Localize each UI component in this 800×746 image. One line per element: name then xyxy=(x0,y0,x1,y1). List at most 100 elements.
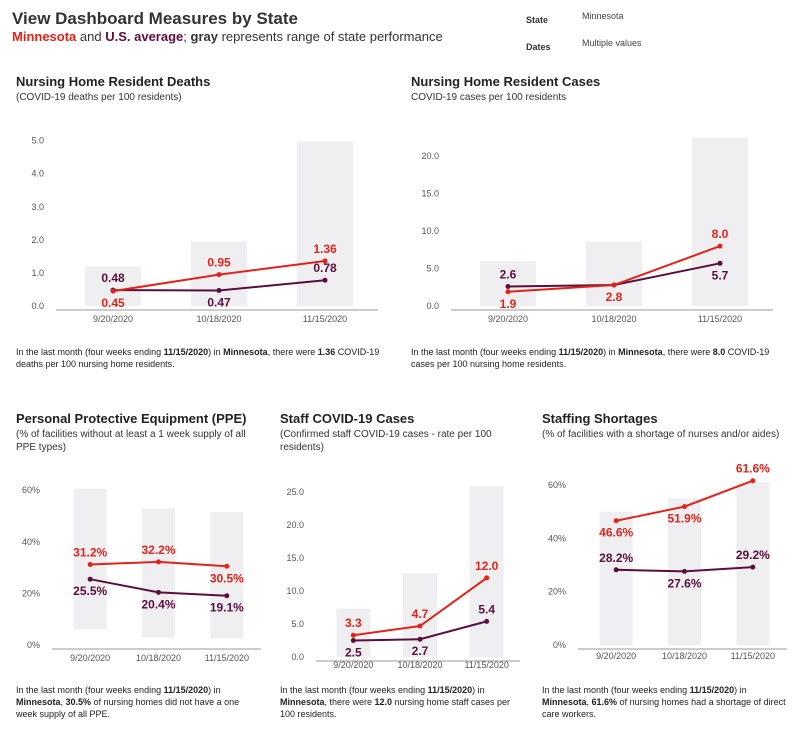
subtitle-semicolon: ; xyxy=(183,29,191,44)
minnesota-value-label: 2.8 xyxy=(606,290,623,304)
minnesota-point xyxy=(350,632,356,638)
us-average-value-label: 0.48 xyxy=(101,271,125,285)
y-tick-label: 40% xyxy=(548,533,566,543)
deaths-summary: In the last month (four weeks ending 11/… xyxy=(16,347,380,369)
state-filter-value[interactable]: Minnesota xyxy=(582,11,624,21)
minnesota-point xyxy=(417,623,423,629)
range-bar xyxy=(469,486,504,657)
ppe-chart: 0% 20% 40% 60% 9/20/2020 10/18/2020 11/15/2020… xyxy=(22,485,261,663)
us-average-value-label: 0.78 xyxy=(313,261,337,275)
staff-summary: In the last month (four weeks ending 11/… xyxy=(280,685,510,719)
staff-chart: 0.0 5.0 10.0 15.0 20.0 25.0 9/20/2020 10/18/202… xyxy=(286,486,520,670)
us-average-value-label: 19.1% xyxy=(210,601,244,615)
minnesota-point xyxy=(87,561,93,567)
ppe-panel: Personal Protective Equipment (PPE) (% o… xyxy=(16,411,266,741)
us-average-point xyxy=(613,567,619,573)
x-tick-label: 11/15/2020 xyxy=(303,314,347,324)
minnesota-point xyxy=(611,282,617,288)
y-tick-label: 15.0 xyxy=(286,553,304,563)
y-tick-label: 0% xyxy=(553,640,566,650)
range-bar xyxy=(73,488,107,630)
minnesota-value-label: 30.5% xyxy=(210,571,244,585)
cases-subtitle-line-1: COVID-19 cases per 100 residents xyxy=(411,92,567,103)
range-bar xyxy=(692,137,748,306)
us-average-point xyxy=(322,277,328,283)
ppe-subtitle-line-1: (% of facilities without at least a 1 we… xyxy=(16,429,246,440)
subtitle-rest: represents range of state performance xyxy=(217,29,443,44)
range-bar xyxy=(736,482,770,645)
x-tick-label: 11/15/2020 xyxy=(464,660,508,670)
range-bar xyxy=(210,512,244,639)
range-bar xyxy=(586,241,642,306)
x-tick-label: 10/18/2020 xyxy=(136,653,181,663)
deaths-chart: 0.0 1.0 2.0 3.0 4.0 5.0 9/20/2020 10/18/2020 11/… xyxy=(31,136,378,324)
us-average-value-label: 20.4% xyxy=(141,597,175,611)
minnesota-value-label: 12.0 xyxy=(475,559,499,573)
range-bar xyxy=(142,508,175,638)
shortage-title: Staffing Shortages xyxy=(542,411,658,426)
y-tick-label: 20.0 xyxy=(421,151,439,161)
y-tick-label: 0.0 xyxy=(31,301,44,311)
minnesota-value-label: 3.3 xyxy=(345,616,362,630)
minnesota-point xyxy=(682,504,687,510)
subtitle-us-average: U.S. average xyxy=(105,29,184,44)
minnesota-value-label: 0.45 xyxy=(101,296,125,310)
subtitle-gray: gray xyxy=(190,29,218,44)
minnesota-point xyxy=(216,272,222,278)
minnesota-value-label: 1.36 xyxy=(313,242,337,256)
minnesota-value-label: 4.7 xyxy=(412,607,429,621)
shortage-panel: Staffing Shortages (% of facilities with… xyxy=(542,411,792,741)
range-bar xyxy=(403,573,437,657)
x-tick-label: 11/15/2020 xyxy=(205,653,249,663)
x-tick-label: 11/15/2020 xyxy=(731,651,775,661)
minnesota-point xyxy=(484,575,490,581)
staff-panel: Staff COVID-19 Cases (Confirmed staff CO… xyxy=(280,411,525,741)
us-average-point xyxy=(750,564,756,570)
x-tick-label: 9/20/2020 xyxy=(488,314,528,324)
us-average-point xyxy=(216,287,222,293)
minnesota-point xyxy=(224,563,230,569)
us-average-value-label: 0.47 xyxy=(207,295,231,309)
deaths-panel: Nursing Home Resident Deaths (COVID-19 d… xyxy=(16,74,388,374)
x-tick-label: 9/20/2020 xyxy=(93,314,133,324)
deaths-title: Nursing Home Resident Deaths xyxy=(16,74,211,89)
cases-summary: In the last month (four weeks ending 11/… xyxy=(411,347,770,369)
minnesota-value-label: 51.9% xyxy=(667,512,701,526)
minnesota-value-label: 0.95 xyxy=(207,256,231,270)
dates-filter-value[interactable]: Multiple values xyxy=(582,38,642,48)
y-tick-label: 5.0 xyxy=(426,264,439,274)
x-tick-label: 9/20/2020 xyxy=(596,651,636,661)
minnesota-value-label: 46.6% xyxy=(599,526,633,540)
y-tick-label: 15.0 xyxy=(421,189,439,199)
y-tick-label: 0.0 xyxy=(291,652,304,662)
y-tick-label: 5.0 xyxy=(291,619,304,629)
minnesota-point xyxy=(110,288,116,294)
us-average-point xyxy=(717,260,723,266)
shortage-subtitle-line-1: (% of facilities with a shortage of nurs… xyxy=(542,429,780,440)
x-tick-label: 10/18/2020 xyxy=(662,651,707,661)
y-tick-label: 10.0 xyxy=(421,226,439,236)
y-tick-label: 4.0 xyxy=(31,169,44,179)
us-average-point xyxy=(505,284,511,290)
ppe-title: Personal Protective Equipment (PPE) xyxy=(16,411,247,426)
ppe-subtitle-line-2: PPE types) xyxy=(16,442,67,453)
us-average-value-label: 28.2% xyxy=(599,551,633,565)
us-average-value-label: 2.6 xyxy=(500,268,517,282)
us-average-value-label: 25.5% xyxy=(73,584,107,598)
minnesota-value-label: 31.2% xyxy=(73,545,107,559)
range-bar xyxy=(85,266,141,306)
y-tick-label: 3.0 xyxy=(31,202,44,212)
us-average-point xyxy=(87,576,93,582)
minnesota-value-label: 61.6% xyxy=(736,462,770,476)
minnesota-point xyxy=(717,243,723,249)
us-average-point xyxy=(156,589,161,595)
staff-subtitle-line-2: residents) xyxy=(280,442,324,453)
minnesota-point xyxy=(505,289,511,295)
us-average-point xyxy=(682,568,687,574)
cases-panel: Nursing Home Resident Cases COVID-19 cas… xyxy=(411,74,783,374)
y-tick-label: 60% xyxy=(22,485,40,495)
x-tick-label: 9/20/2020 xyxy=(333,660,373,670)
y-tick-label: 25.0 xyxy=(286,487,304,497)
minnesota-point xyxy=(156,559,161,565)
y-tick-label: 60% xyxy=(548,480,566,490)
